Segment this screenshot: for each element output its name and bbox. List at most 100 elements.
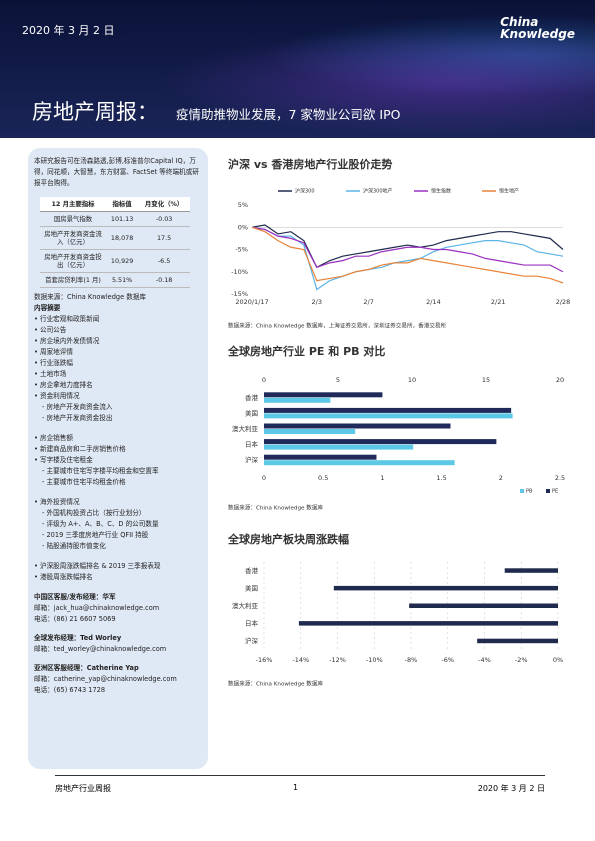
x-tick-label: 2/21 — [491, 298, 506, 306]
contact-line: 电话：(86) 21 6607 5069 — [34, 615, 116, 623]
toc-subitem: 陆股通持股市值变化 — [34, 541, 202, 552]
table-source: 数据来源：China Knowledge 数据库 — [34, 293, 147, 301]
toc-subitem: 主要城市住宅写字楼平均租金和空置率 — [34, 466, 202, 477]
toc-title: 内容摘要 — [34, 304, 61, 312]
category-label: 澳大利亚 — [232, 424, 259, 433]
x-tick-label: 20 — [556, 376, 564, 384]
footer: 房地产行业周报 1 2020 年 3 月 2 日 — [55, 775, 545, 793]
legend-label: PB — [526, 489, 533, 495]
table-header: 月变化（%） — [138, 197, 190, 212]
contact-title: 亚洲区客服经理：Catherine Yap — [34, 664, 139, 672]
logo-line: Knowledge — [500, 27, 575, 41]
chart-title: 沪深 vs 香港房地产行业股价走势 — [228, 157, 392, 171]
y-tick-label: -10% — [231, 268, 248, 276]
logo-line: China — [500, 15, 539, 29]
toc-subitem: 2019 三季度房地产行业 QFII 持股 — [34, 530, 202, 541]
toc-subitem: 外国机构投资占比（按行业划分） — [34, 508, 202, 519]
chart-source: 数据来源：China Knowledge 数据库 — [228, 504, 323, 512]
series-line — [251, 226, 564, 291]
table-cell: -6.5 — [138, 249, 190, 273]
contact: 亚洲区客服经理：Catherine Yap 邮箱：catherine_yap@ch… — [34, 663, 202, 696]
category-label: 香港 — [245, 566, 259, 575]
series-line — [251, 226, 564, 273]
x-tick-label: 0% — [553, 656, 563, 664]
report-subtitle: 疫情助推物业发展，7 家物业公司欲 IPO — [176, 107, 401, 122]
contact-title: 全球发布经理：Ted Worley — [34, 634, 122, 642]
table-cell: 17.5 — [138, 226, 190, 250]
toc-group: 沪深股周涨跌幅排名 & 2019 三季报表现港股周涨跌幅排名 — [34, 561, 202, 583]
toc-item: 公司公告 — [34, 325, 202, 336]
toc: 行业宏观和政策新闻公司公告房企境内外发债情况周家地评情行业涨跌幅土地市场房企拿地… — [34, 314, 202, 583]
page-number: 1 — [293, 783, 299, 792]
y-tick-label: 0% — [238, 223, 248, 231]
x-tick-label: -6% — [441, 656, 454, 664]
toc-item: 沪深股周涨跌幅排名 & 2019 三季报表现 — [34, 561, 202, 572]
category-label: 澳大利亚 — [232, 601, 259, 610]
contact-line: 邮箱：jack_hua@chinaknowledge.com — [34, 604, 160, 612]
x-tick-label: 5 — [336, 376, 340, 384]
table-header: 指标值 — [106, 197, 139, 212]
bar — [264, 454, 377, 460]
footer-date: 2020 年 3 月 2 日 — [477, 784, 545, 793]
intro: 本研究报告可在汤森路透,彭博,标准普尔Capital IQ，万得，同花顺，大智慧… — [34, 157, 199, 187]
category-label: 香港 — [245, 393, 259, 402]
bar — [264, 460, 455, 466]
table-cell: 首套房贷利率(1 月) — [40, 272, 106, 288]
category-label: 日本 — [245, 440, 259, 449]
chart-title: 全球房地产板块周涨跌幅 — [227, 532, 349, 546]
toc-item: 房企拿地力度排名 — [34, 380, 202, 391]
toc-item: 行业涨跌幅 — [34, 358, 202, 369]
toc-item: 资金利用情况 — [34, 391, 202, 402]
x-tick-label: -10% — [366, 656, 383, 664]
table-row: 房地产开发商资金投出（亿元） 10,929 -6.5 — [40, 249, 190, 273]
category-label: 美国 — [245, 583, 258, 592]
indicator-table: 12 月主要指标 指标值 月变化（%） 国房景气指数 101.13 -0.03 房地产开发商… — [40, 197, 190, 288]
bar — [264, 397, 331, 403]
toc-subitem: 房地产开发商资金投出 — [34, 413, 202, 424]
y-tick-label: -5% — [235, 246, 248, 254]
toc-group: 房企销售额新建商品房和二手房销售价格写字楼及住宅租金主要城市住宅写字楼平均租金和… — [34, 433, 202, 488]
x-tick-label: 2.5 — [555, 474, 565, 482]
bar — [504, 568, 558, 573]
table-cell: 18,078 — [106, 226, 139, 250]
bar — [264, 444, 414, 450]
chart-source: 数据来源：China Knowledge 数据库 — [228, 680, 323, 688]
legend-swatch — [520, 489, 524, 493]
x-tick-label: -14% — [292, 656, 309, 664]
report-title: 房地产周报： — [32, 100, 158, 124]
y-tick-label: -15% — [231, 290, 248, 298]
bar — [264, 423, 451, 429]
contact: 中国区客服/发布经理：华军 邮箱：jack_hua@chinaknowledge.… — [34, 592, 202, 625]
x-tick-label: 15 — [482, 376, 490, 384]
sidebar: 本研究报告可在汤森路透,彭博,标准普尔Capital IQ，万得，同花顺，大智慧… — [28, 148, 208, 769]
bar — [409, 603, 558, 608]
legend-label: 恒生指数 — [431, 188, 451, 195]
table-row: 房地产开发商资金流入（亿元） 18,078 17.5 — [40, 226, 190, 250]
x-tick-label: 2020/1/17 — [235, 298, 268, 306]
chart-source: 数据来源：China Knowledge 数据库，上海证券交易所，深圳证券交易所… — [228, 322, 447, 330]
table-cell: -0.03 — [138, 211, 190, 227]
series-line — [251, 224, 564, 269]
report-date: 2020 年 3 月 2 日 — [22, 24, 115, 37]
toc-group: 行业宏观和政策新闻公司公告房企境内外发债情况周家地评情行业涨跌幅土地市场房企拿地… — [34, 314, 202, 424]
table-row: 国房景气指数 101.13 -0.03 — [40, 211, 190, 227]
bar — [477, 638, 558, 644]
table-header: 12 月主要指标 — [40, 197, 106, 212]
x-tick-label: 2/28 — [556, 298, 571, 306]
x-tick-label: 1.5 — [436, 474, 446, 482]
legend-label: 沪深300地产 — [363, 188, 393, 195]
logo: China Knowledge — [500, 16, 575, 40]
table-cell: 房地产开发商资金投出（亿元） — [40, 249, 106, 273]
x-tick-label: 0 — [262, 474, 266, 482]
table-row: 首套房贷利率(1 月) 5.51% -0.18 — [40, 272, 190, 288]
legend-label: 恒生地产 — [499, 188, 519, 195]
x-tick-label: 10 — [408, 376, 416, 384]
table-cell: 国房景气指数 — [40, 211, 106, 227]
toc-item: 行业宏观和政策新闻 — [34, 314, 202, 325]
table-cell: 房地产开发商资金流入（亿元） — [40, 226, 106, 250]
bar — [264, 429, 356, 434]
category-label: 日本 — [245, 619, 259, 628]
toc-group: 海外投资情况外国机构投资占比（按行业划分）评级为 A+、A、B、C、D 的公司数… — [34, 497, 202, 552]
category-label: 沪深 — [245, 455, 259, 464]
series-line — [251, 226, 564, 284]
